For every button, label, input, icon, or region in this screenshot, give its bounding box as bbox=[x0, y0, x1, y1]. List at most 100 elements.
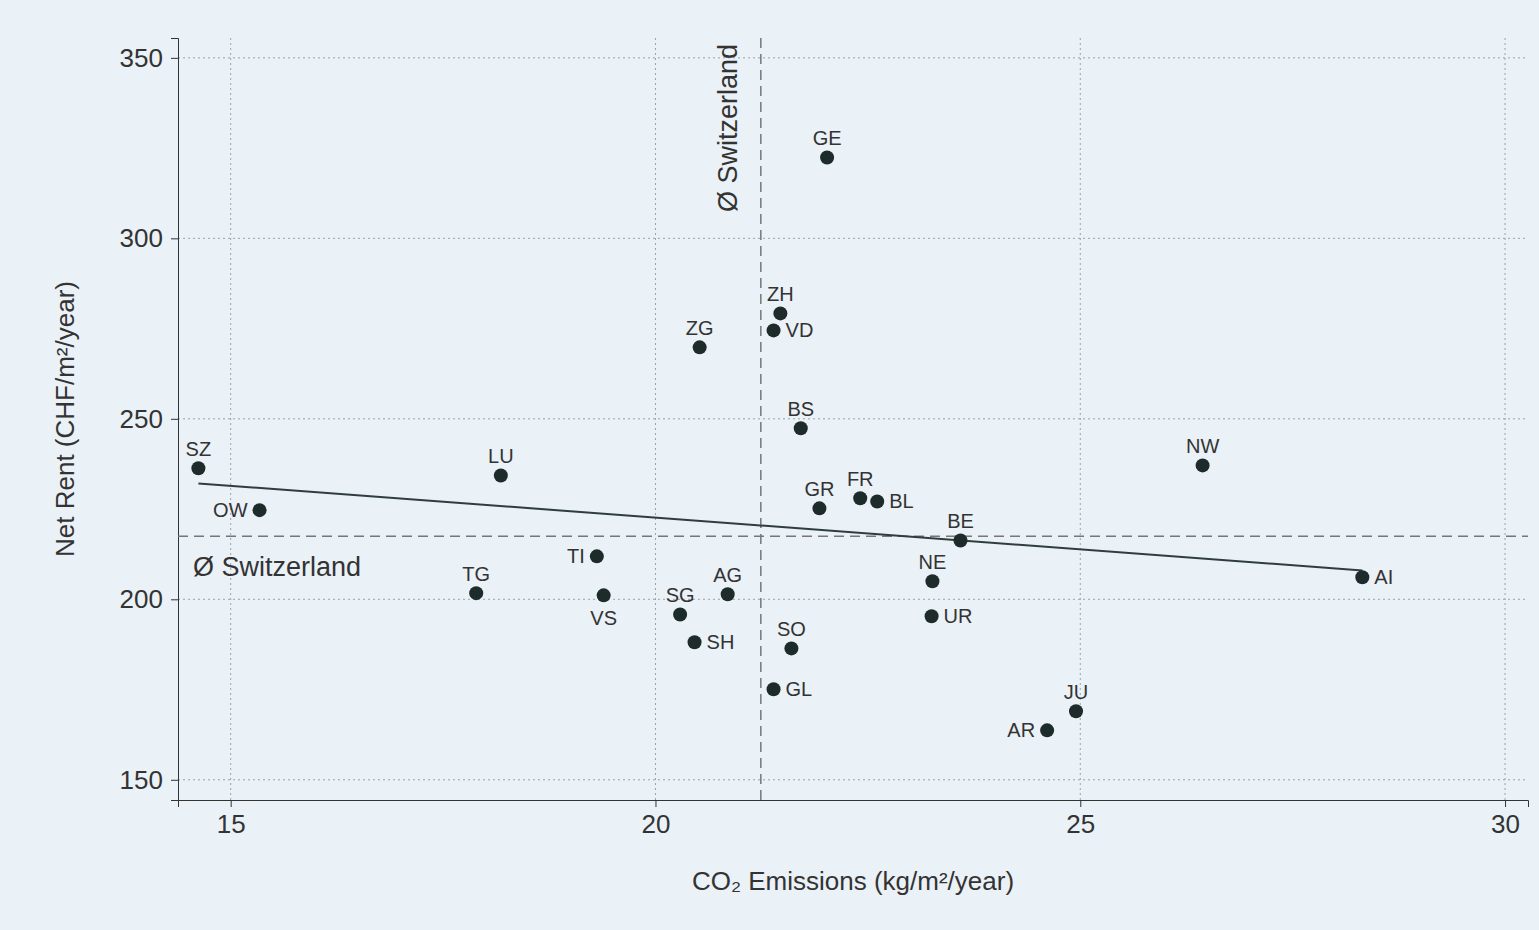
tick-label: 150 bbox=[120, 765, 163, 795]
y-tick: 150 bbox=[120, 765, 178, 795]
point-label: SG bbox=[666, 584, 695, 606]
point bbox=[673, 607, 687, 621]
reference-line bbox=[178, 535, 1528, 537]
point-label: NW bbox=[1186, 435, 1219, 457]
point bbox=[953, 533, 967, 547]
point bbox=[773, 306, 787, 320]
y-tick: 250 bbox=[120, 404, 178, 434]
point-label: LU bbox=[488, 445, 514, 467]
point-label: FR bbox=[847, 468, 874, 490]
background bbox=[0, 0, 1539, 930]
point-label: BS bbox=[787, 398, 814, 420]
x-tick: 20 bbox=[642, 800, 671, 839]
tick-mark bbox=[171, 58, 178, 59]
x-tick: 15 bbox=[217, 800, 246, 839]
tick-mark bbox=[655, 800, 656, 807]
point-labels: SZOWLUTGTIVSSGSHAGZGZHVDGEBSGRFRBLBENEUR… bbox=[186, 127, 1394, 741]
point-label: GR bbox=[804, 478, 834, 500]
y-axis: 150 200 250 300 350 bbox=[120, 39, 179, 801]
point bbox=[784, 641, 798, 655]
tick-mark bbox=[1080, 800, 1081, 807]
point bbox=[590, 549, 604, 563]
chart: 15 20 25 30 150 200 250 300 350 CO₂ Emissions (kg… bbox=[0, 0, 1539, 930]
tick-label: 250 bbox=[120, 404, 163, 434]
point bbox=[693, 340, 707, 354]
tick-mark bbox=[171, 419, 178, 420]
point bbox=[1040, 723, 1054, 737]
point bbox=[688, 635, 702, 649]
point bbox=[469, 586, 483, 600]
tick-mark bbox=[171, 780, 178, 781]
point bbox=[191, 461, 205, 475]
y-tick: 200 bbox=[120, 584, 178, 614]
point bbox=[1355, 570, 1369, 584]
tick-mark bbox=[171, 599, 178, 600]
point bbox=[767, 682, 781, 696]
point-label: GE bbox=[813, 127, 842, 149]
grid-line bbox=[178, 599, 1528, 600]
grid-line bbox=[178, 238, 1528, 239]
axis-line bbox=[179, 801, 1529, 808]
point bbox=[721, 587, 735, 601]
y-axis-title: Net Rent (CHF/m²/year) bbox=[50, 281, 80, 557]
point-label: VS bbox=[590, 607, 617, 629]
point-label: BE bbox=[947, 510, 974, 532]
point bbox=[1196, 458, 1210, 472]
point-label: SO bbox=[777, 618, 806, 640]
grid-line bbox=[178, 418, 1528, 419]
tick-label: 200 bbox=[120, 584, 163, 614]
point bbox=[820, 150, 834, 164]
reference-label: Ø Switzerland bbox=[193, 552, 361, 582]
tick-label: 25 bbox=[1066, 809, 1095, 839]
point-label: GL bbox=[786, 678, 813, 700]
point-label: BL bbox=[889, 490, 913, 512]
point bbox=[494, 468, 508, 482]
grid-line bbox=[655, 38, 656, 800]
grid-line bbox=[178, 779, 1528, 780]
tick-label: 20 bbox=[642, 809, 671, 839]
point-label: AG bbox=[713, 564, 742, 586]
grid-line bbox=[178, 57, 1528, 58]
tick-mark bbox=[1505, 800, 1506, 807]
point bbox=[1069, 704, 1083, 718]
tick-mark bbox=[231, 800, 232, 807]
reference-label: Ø Switzerland bbox=[713, 44, 743, 212]
y-tick: 300 bbox=[120, 223, 178, 253]
point-label: SZ bbox=[186, 438, 212, 460]
x-axis-title: CO₂ Emissions (kg/m²/year) bbox=[692, 866, 1014, 896]
point bbox=[767, 323, 781, 337]
point-label: NE bbox=[919, 551, 947, 573]
point bbox=[794, 421, 808, 435]
point-label: JU bbox=[1064, 681, 1088, 703]
point-label: VD bbox=[786, 319, 814, 341]
point bbox=[870, 494, 884, 508]
x-tick: 30 bbox=[1491, 800, 1520, 839]
tick-label: 30 bbox=[1491, 809, 1520, 839]
point-label: AR bbox=[1007, 719, 1035, 741]
tick-label: 300 bbox=[120, 223, 163, 253]
point-label: ZH bbox=[767, 283, 794, 305]
grid bbox=[178, 38, 1528, 800]
point-label: TI bbox=[567, 545, 585, 567]
point bbox=[253, 503, 267, 517]
point bbox=[925, 609, 939, 623]
point-label: OW bbox=[213, 499, 248, 521]
y-tick: 350 bbox=[120, 43, 178, 73]
reference-line bbox=[760, 38, 762, 800]
tick-mark bbox=[171, 238, 178, 239]
plot-area bbox=[178, 38, 1528, 800]
point-label: SH bbox=[707, 631, 735, 653]
point bbox=[853, 491, 867, 505]
point-label: TG bbox=[462, 563, 490, 585]
x-axis: 15 20 25 30 bbox=[179, 800, 1529, 839]
x-tick: 25 bbox=[1066, 800, 1095, 839]
grid-line bbox=[230, 38, 231, 800]
tick-label: 15 bbox=[217, 809, 246, 839]
point bbox=[925, 574, 939, 588]
point-label: UR bbox=[944, 605, 973, 627]
trend-line bbox=[198, 483, 1362, 570]
point bbox=[812, 501, 826, 515]
axis-line bbox=[171, 39, 179, 801]
point-label: AI bbox=[1374, 566, 1393, 588]
tick-label: 350 bbox=[120, 43, 163, 73]
